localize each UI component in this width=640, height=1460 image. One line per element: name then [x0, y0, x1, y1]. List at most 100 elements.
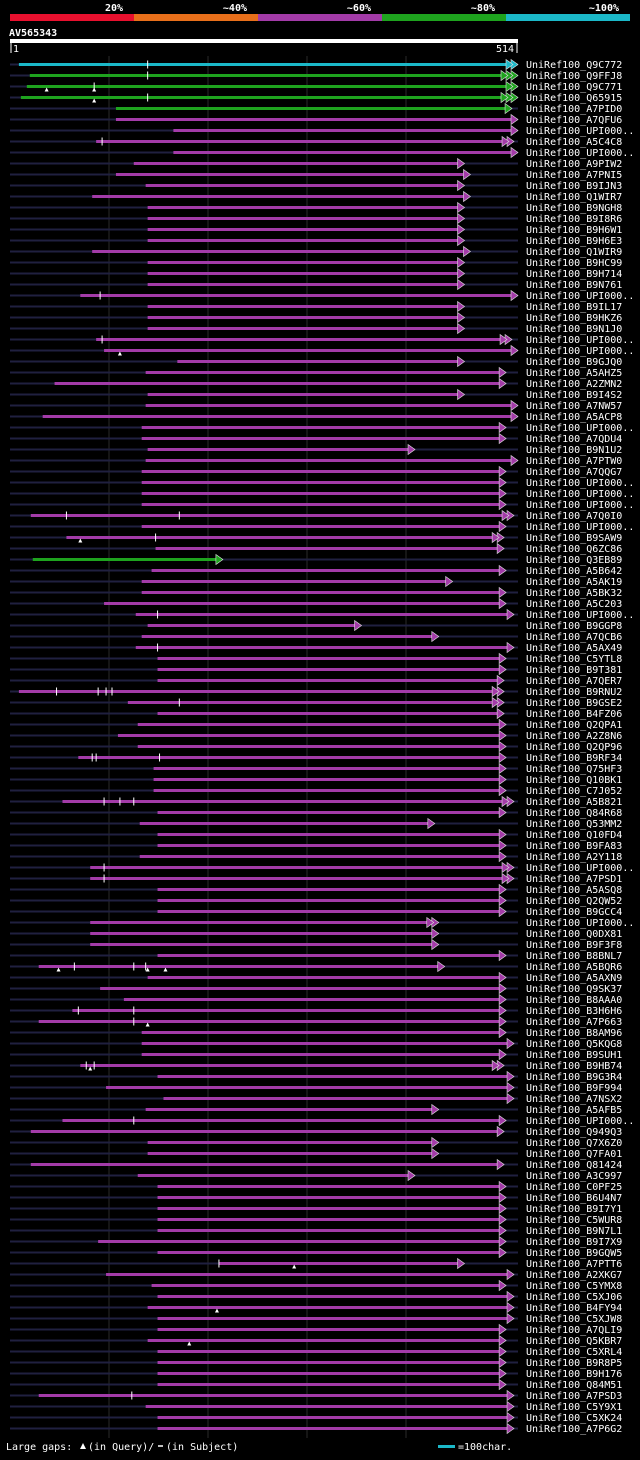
hit-bar[interactable]	[104, 602, 503, 605]
hit-row[interactable]: UniRef100_B9NGH8	[10, 201, 622, 215]
hit-bar[interactable]	[141, 1031, 503, 1034]
hit-name-link[interactable]: UniRef100_A3C997	[526, 1171, 622, 1182]
hit-name-link[interactable]: UniRef100_B9HKZ6	[526, 313, 622, 324]
hit-name-link[interactable]: UniRef100_C5Y9X1	[526, 1402, 622, 1413]
hit-row[interactable]: UniRef100_B9I4S2	[10, 388, 622, 402]
hit-name-link[interactable]: UniRef100_A7P663	[526, 1017, 622, 1028]
hit-bar[interactable]	[115, 118, 514, 121]
hit-row[interactable]: UniRef100_Q9SK37	[10, 982, 622, 996]
hit-row[interactable]: UniRef100_B9GQW5	[10, 1246, 622, 1260]
hit-name-link[interactable]: UniRef100_Q2QPA1	[526, 720, 622, 731]
hit-bar[interactable]	[106, 1273, 511, 1276]
hit-row[interactable]: UniRef100_UPI000..	[10, 487, 634, 501]
hit-name-link[interactable]: UniRef100_A5AX49	[526, 643, 622, 654]
hit-name-link[interactable]: UniRef100_UPI000..	[526, 610, 634, 621]
hit-row[interactable]: UniRef100_A7PID0	[10, 102, 622, 116]
hit-name-link[interactable]: UniRef100_Q9FFJ8	[526, 71, 622, 82]
hit-name-link[interactable]: UniRef100_B9N1U2	[526, 445, 622, 456]
hit-bar[interactable]	[157, 1075, 511, 1078]
hit-name-link[interactable]: UniRef100_A5AHZ5	[526, 368, 622, 379]
hit-name-link[interactable]: UniRef100_UPI000..	[526, 291, 634, 302]
hit-name-link[interactable]: UniRef100_B9I4S2	[526, 390, 622, 401]
hit-row[interactable]: UniRef100_A5ACP8	[10, 410, 622, 424]
hit-bar[interactable]	[38, 965, 441, 968]
hit-bar[interactable]	[141, 591, 503, 594]
hit-bar[interactable]	[157, 1196, 503, 1199]
hit-bar[interactable]	[141, 503, 503, 506]
hit-row[interactable]: UniRef100_B9H6W1	[10, 223, 622, 237]
hit-bar[interactable]	[157, 1207, 503, 1210]
hit-name-link[interactable]: UniRef100_A7PTT6	[526, 1259, 622, 1270]
hit-name-link[interactable]: UniRef100_A7Q0I0	[526, 511, 622, 522]
hit-name-link[interactable]: UniRef100_A7QDU4	[526, 434, 622, 445]
hit-bar[interactable]	[145, 1405, 511, 1408]
hit-bar[interactable]	[141, 1042, 511, 1045]
hit-row[interactable]: UniRef100_B4FY94	[10, 1301, 622, 1315]
hit-name-link[interactable]: UniRef100_C5XJW8	[526, 1314, 622, 1325]
hit-row[interactable]: UniRef100_C5Y9X1	[10, 1400, 622, 1414]
hit-name-link[interactable]: UniRef100_B9I8R6	[526, 214, 622, 225]
hit-name-link[interactable]: UniRef100_B9GSE2	[526, 698, 622, 709]
hit-row[interactable]: UniRef100_B9I7Y1	[10, 1202, 622, 1216]
hit-name-link[interactable]: UniRef100_B9I7X9	[526, 1237, 622, 1248]
hit-name-link[interactable]: UniRef100_C5XRL4	[526, 1347, 622, 1358]
hit-row[interactable]: UniRef100_A7PNI5	[10, 168, 622, 182]
hit-bar[interactable]	[157, 1295, 511, 1298]
hit-row[interactable]: UniRef100_B9H714	[10, 267, 622, 281]
hit-row[interactable]: UniRef100_B9RF34	[10, 751, 622, 765]
hit-row[interactable]: UniRef100_Q9C772	[10, 58, 622, 72]
hit-bar[interactable]	[80, 294, 515, 297]
hit-name-link[interactable]: UniRef100_A7PSD1	[526, 874, 622, 885]
hit-name-link[interactable]: UniRef100_B9H176	[526, 1369, 622, 1380]
hit-row[interactable]: UniRef100_A7NSX2	[10, 1092, 622, 1106]
hit-name-link[interactable]: UniRef100_UPI000..	[526, 500, 634, 511]
hit-row[interactable]: UniRef100_A5AHZ5	[10, 366, 622, 380]
hit-row[interactable]: UniRef100_B9FA83	[10, 839, 622, 853]
hit-row[interactable]: UniRef100_C5WUR8	[10, 1213, 622, 1227]
hit-bar[interactable]	[20, 96, 514, 99]
hit-bar[interactable]	[157, 910, 503, 913]
hit-name-link[interactable]: UniRef100_UPI000..	[526, 918, 634, 929]
hit-name-link[interactable]: UniRef100_Q10BK1	[526, 775, 622, 786]
hit-name-link[interactable]: UniRef100_A2Y118	[526, 852, 622, 863]
hit-bar[interactable]	[141, 492, 503, 495]
hit-row[interactable]: UniRef100_C5XJW8	[10, 1312, 622, 1326]
hit-bar[interactable]	[90, 921, 435, 924]
hit-bar[interactable]	[147, 206, 461, 209]
hit-bar[interactable]	[157, 833, 503, 836]
hit-name-link[interactable]: UniRef100_A7QQG7	[526, 467, 622, 478]
hit-row[interactable]: UniRef100_Q3EB89	[10, 553, 622, 567]
hit-bar[interactable]	[147, 1339, 503, 1342]
hit-bar[interactable]	[141, 437, 503, 440]
hit-bar[interactable]	[139, 855, 503, 858]
hit-row[interactable]: UniRef100_Q75HF3	[10, 762, 622, 776]
hit-bar[interactable]	[145, 404, 514, 407]
hit-row[interactable]: UniRef100_B9H6E3	[10, 234, 622, 248]
hit-name-link[interactable]: UniRef100_B8AM96	[526, 1028, 622, 1039]
hit-name-link[interactable]: UniRef100_UPI000..	[526, 478, 634, 489]
hit-name-link[interactable]: UniRef100_UPI000..	[526, 148, 634, 159]
hit-name-link[interactable]: UniRef100_Q9C772	[526, 60, 622, 71]
hit-name-link[interactable]: UniRef100_UPI000..	[526, 522, 634, 533]
hit-bar[interactable]	[173, 151, 514, 154]
hit-bar[interactable]	[147, 316, 461, 319]
hit-name-link[interactable]: UniRef100_A7QFU6	[526, 115, 622, 126]
hit-row[interactable]: UniRef100_B9G3R4	[10, 1070, 622, 1084]
hit-name-link[interactable]: UniRef100_Q3EB89	[526, 555, 622, 566]
hit-row[interactable]: UniRef100_A7P663	[10, 1015, 622, 1029]
hit-bar[interactable]	[90, 932, 435, 935]
hit-row[interactable]: UniRef100_B9HC99	[10, 256, 622, 270]
hit-name-link[interactable]: UniRef100_Q9SK37	[526, 984, 622, 995]
hit-bar[interactable]	[157, 1350, 503, 1353]
hit-name-link[interactable]: UniRef100_A7QLI9	[526, 1325, 622, 1336]
hit-row[interactable]: UniRef100_B9GGP8	[10, 619, 622, 633]
hit-name-link[interactable]: UniRef100_A5AFB5	[526, 1105, 622, 1116]
hit-bar[interactable]	[135, 613, 511, 616]
hit-row[interactable]: UniRef100_A7PSD3	[10, 1389, 622, 1403]
hit-bar[interactable]	[32, 558, 219, 561]
hit-bar[interactable]	[147, 272, 461, 275]
hit-row[interactable]: UniRef100_Q2QP96	[10, 740, 622, 754]
hit-row[interactable]: UniRef100_A5ASQ8	[10, 883, 622, 897]
hit-row[interactable]: UniRef100_A2XKG7	[10, 1268, 622, 1282]
hit-row[interactable]: UniRef100_UPI000..	[10, 608, 634, 622]
